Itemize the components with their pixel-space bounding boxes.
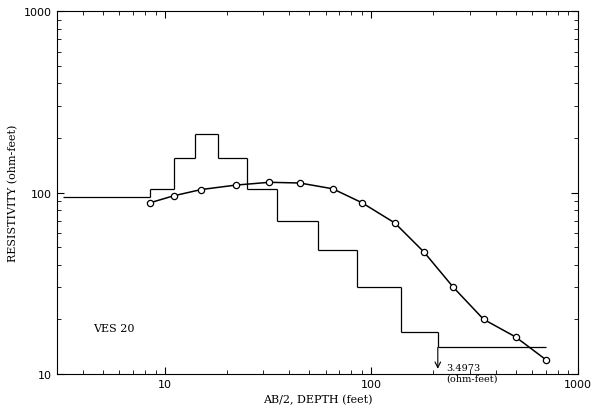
Text: VES 20: VES 20 (94, 323, 135, 333)
X-axis label: AB/2, DEPTH (feet): AB/2, DEPTH (feet) (263, 394, 372, 405)
Y-axis label: RESISTIVITY (ohm-feet): RESISTIVITY (ohm-feet) (8, 125, 19, 262)
Text: 3.4973
(ohm-feet): 3.4973 (ohm-feet) (446, 363, 497, 382)
